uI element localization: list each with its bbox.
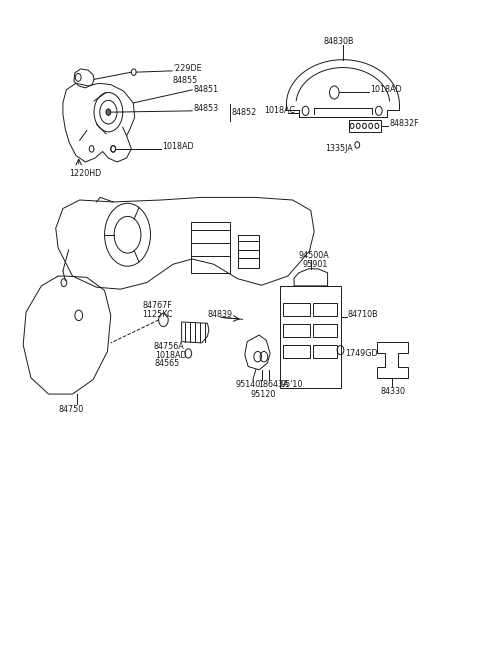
Text: 84839: 84839 bbox=[207, 310, 233, 319]
Text: 1335JA: 1335JA bbox=[324, 144, 352, 152]
Text: 1018AD: 1018AD bbox=[155, 351, 186, 360]
Text: 1018AD: 1018AD bbox=[370, 85, 402, 95]
Text: 84767F: 84767F bbox=[143, 301, 172, 310]
Text: 95'10: 95'10 bbox=[281, 380, 303, 390]
Text: 1018AD: 1018AD bbox=[162, 142, 193, 150]
Text: 84832F: 84832F bbox=[389, 119, 419, 128]
Text: 1125KC: 1125KC bbox=[143, 310, 173, 319]
Text: '229DE: '229DE bbox=[173, 64, 202, 73]
Text: 84853: 84853 bbox=[193, 104, 218, 113]
Text: 84830B: 84830B bbox=[324, 37, 354, 47]
Text: 95140: 95140 bbox=[235, 380, 261, 390]
Text: 84756A: 84756A bbox=[154, 342, 185, 351]
Text: 84852: 84852 bbox=[232, 108, 257, 117]
Text: 1220HD: 1220HD bbox=[69, 169, 101, 177]
Text: 95120: 95120 bbox=[251, 390, 276, 399]
Text: 84851: 84851 bbox=[193, 85, 218, 95]
Text: 95901: 95901 bbox=[302, 260, 327, 269]
Text: 84710B: 84710B bbox=[348, 310, 378, 319]
Text: 18643A: 18643A bbox=[258, 380, 288, 390]
Text: 84750: 84750 bbox=[58, 405, 84, 414]
Text: 84330: 84330 bbox=[380, 387, 405, 396]
Text: 84565: 84565 bbox=[155, 359, 180, 369]
Text: 1018AC: 1018AC bbox=[264, 106, 295, 116]
Text: 1749GD: 1749GD bbox=[345, 349, 378, 358]
Text: 84855: 84855 bbox=[172, 76, 197, 85]
Text: 94500A: 94500A bbox=[299, 250, 330, 260]
Circle shape bbox=[106, 109, 111, 116]
